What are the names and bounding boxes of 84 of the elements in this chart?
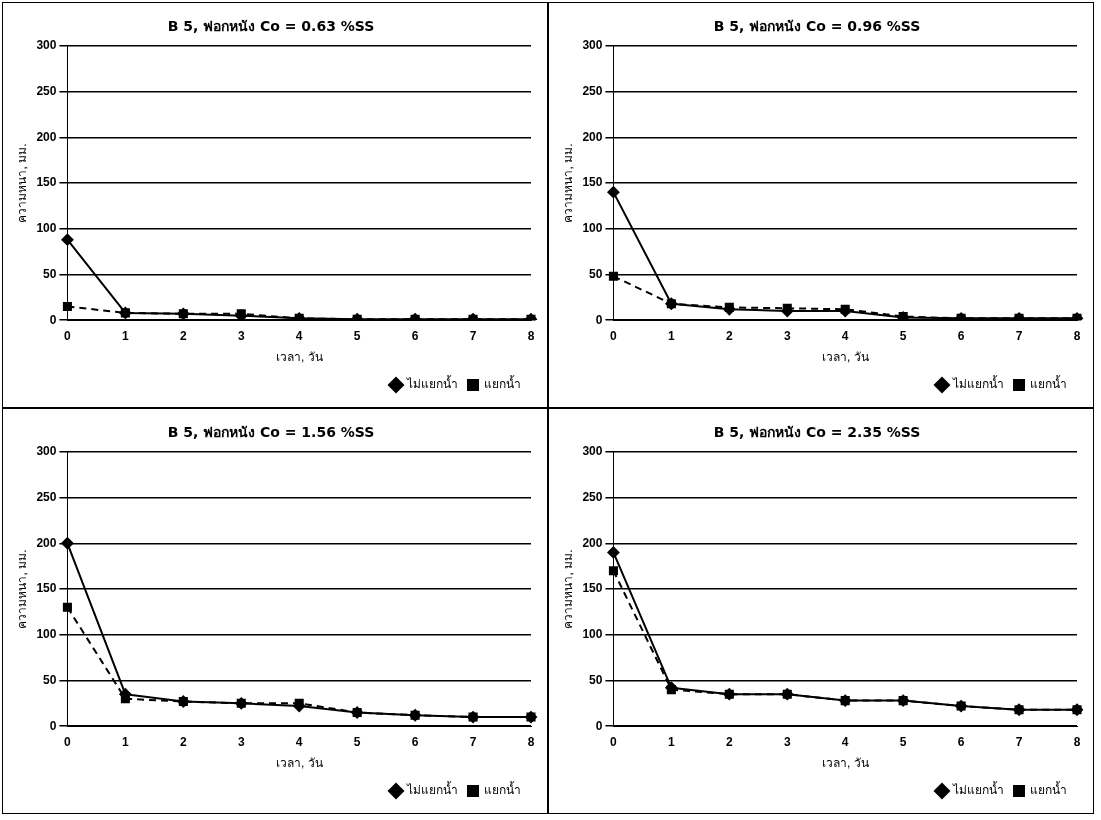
- x-tick-label: 0: [610, 328, 618, 343]
- x-tick-label: 5: [899, 734, 907, 749]
- x-tick-label: 8: [1073, 734, 1081, 749]
- legend-label: ไม่แยกน้ำ: [406, 781, 458, 798]
- legend-label: ไม่แยกน้ำ: [406, 375, 458, 392]
- x-axis-title: เวลา, วัน: [821, 756, 869, 771]
- y-tick-label: 100: [582, 221, 603, 236]
- x-tick-label: 6: [957, 734, 965, 749]
- chart-title: B 5, ฟอกหนัง Co = 0.63 %SS: [167, 18, 375, 35]
- x-tick-label: 0: [64, 328, 72, 343]
- x-tick-label: 2: [725, 328, 733, 343]
- y-tick-label: 300: [36, 38, 57, 53]
- x-tick-label: 4: [841, 734, 849, 749]
- y-tick-label: 150: [36, 581, 57, 596]
- x-tick-label: 0: [64, 734, 72, 749]
- x-tick-label: 4: [295, 328, 303, 343]
- legend-label: ไม่แยกน้ำ: [952, 375, 1004, 392]
- y-tick-label: 150: [582, 581, 603, 596]
- x-tick-label: 1: [668, 328, 676, 343]
- y-tick-label: 50: [589, 672, 603, 687]
- x-tick-label: 2: [179, 328, 187, 343]
- x-tick-label: 4: [841, 328, 849, 343]
- x-tick-label: 7: [469, 734, 477, 749]
- y-axis-title: ความหนา, มม.: [14, 549, 29, 629]
- x-tick-label: 5: [899, 328, 907, 343]
- chart-title: B 5, ฟอกหนัง Co = 1.56 %SS: [167, 424, 375, 441]
- x-tick-label: 8: [527, 328, 535, 343]
- y-tick-label: 300: [582, 38, 603, 53]
- legend-label: แยกน้ำ: [484, 375, 521, 392]
- x-tick-label: 7: [469, 328, 477, 343]
- x-tick-label: 1: [668, 734, 676, 749]
- y-tick-label: 150: [36, 175, 57, 190]
- x-tick-label: 3: [783, 734, 791, 749]
- y-tick-label: 150: [582, 175, 603, 190]
- y-tick-label: 50: [589, 266, 603, 281]
- x-tick-label: 0: [610, 734, 618, 749]
- x-tick-label: 2: [725, 734, 733, 749]
- y-tick-label: 300: [582, 444, 603, 459]
- y-tick-label: 200: [582, 129, 603, 144]
- x-tick-label: 7: [1015, 328, 1023, 343]
- x-tick-label: 6: [411, 328, 419, 343]
- y-tick-label: 250: [36, 83, 57, 98]
- x-tick-label: 3: [783, 328, 791, 343]
- y-axis-title: ความหนา, มม.: [560, 143, 575, 223]
- chart-title: B 5, ฟอกหนัง Co = 0.96 %SS: [713, 18, 921, 35]
- y-axis-title: ความหนา, มม.: [14, 143, 29, 223]
- y-tick-label: 250: [582, 83, 603, 98]
- x-tick-label: 2: [179, 734, 187, 749]
- y-tick-label: 0: [595, 718, 603, 733]
- y-tick-label: 50: [43, 672, 57, 687]
- x-axis-title: เวลา, วัน: [275, 350, 323, 365]
- y-tick-label: 300: [36, 444, 57, 459]
- x-tick-label: 6: [411, 734, 419, 749]
- y-tick-label: 0: [595, 312, 603, 327]
- x-tick-label: 1: [122, 328, 130, 343]
- y-tick-label: 50: [43, 266, 57, 281]
- legend-label: ไม่แยกน้ำ: [952, 781, 1004, 798]
- x-tick-label: 1: [122, 734, 130, 749]
- legend-label: แยกน้ำ: [1030, 781, 1067, 798]
- y-tick-label: 200: [36, 535, 57, 550]
- y-tick-label: 100: [36, 627, 57, 642]
- y-tick-label: 200: [582, 535, 603, 550]
- x-tick-label: 6: [957, 328, 965, 343]
- legend-label: แยกน้ำ: [484, 781, 521, 798]
- x-tick-label: 8: [527, 734, 535, 749]
- y-tick-label: 200: [36, 129, 57, 144]
- y-tick-label: 100: [582, 627, 603, 642]
- y-tick-label: 250: [36, 489, 57, 504]
- x-tick-label: 7: [1015, 734, 1023, 749]
- y-axis-title: ความหนา, มม.: [560, 549, 575, 629]
- legend-label: แยกน้ำ: [1030, 375, 1067, 392]
- x-axis-title: เวลา, วัน: [275, 756, 323, 771]
- x-tick-label: 3: [237, 328, 245, 343]
- y-tick-label: 0: [49, 718, 57, 733]
- x-tick-label: 5: [353, 328, 361, 343]
- x-tick-label: 3: [237, 734, 245, 749]
- y-tick-label: 100: [36, 221, 57, 236]
- x-tick-label: 4: [295, 734, 303, 749]
- y-tick-label: 0: [49, 312, 57, 327]
- chart-title: B 5, ฟอกหนัง Co = 2.35 %SS: [713, 424, 921, 441]
- x-tick-label: 8: [1073, 328, 1081, 343]
- x-axis-title: เวลา, วัน: [821, 350, 869, 365]
- y-tick-label: 250: [582, 489, 603, 504]
- x-tick-label: 5: [353, 734, 361, 749]
